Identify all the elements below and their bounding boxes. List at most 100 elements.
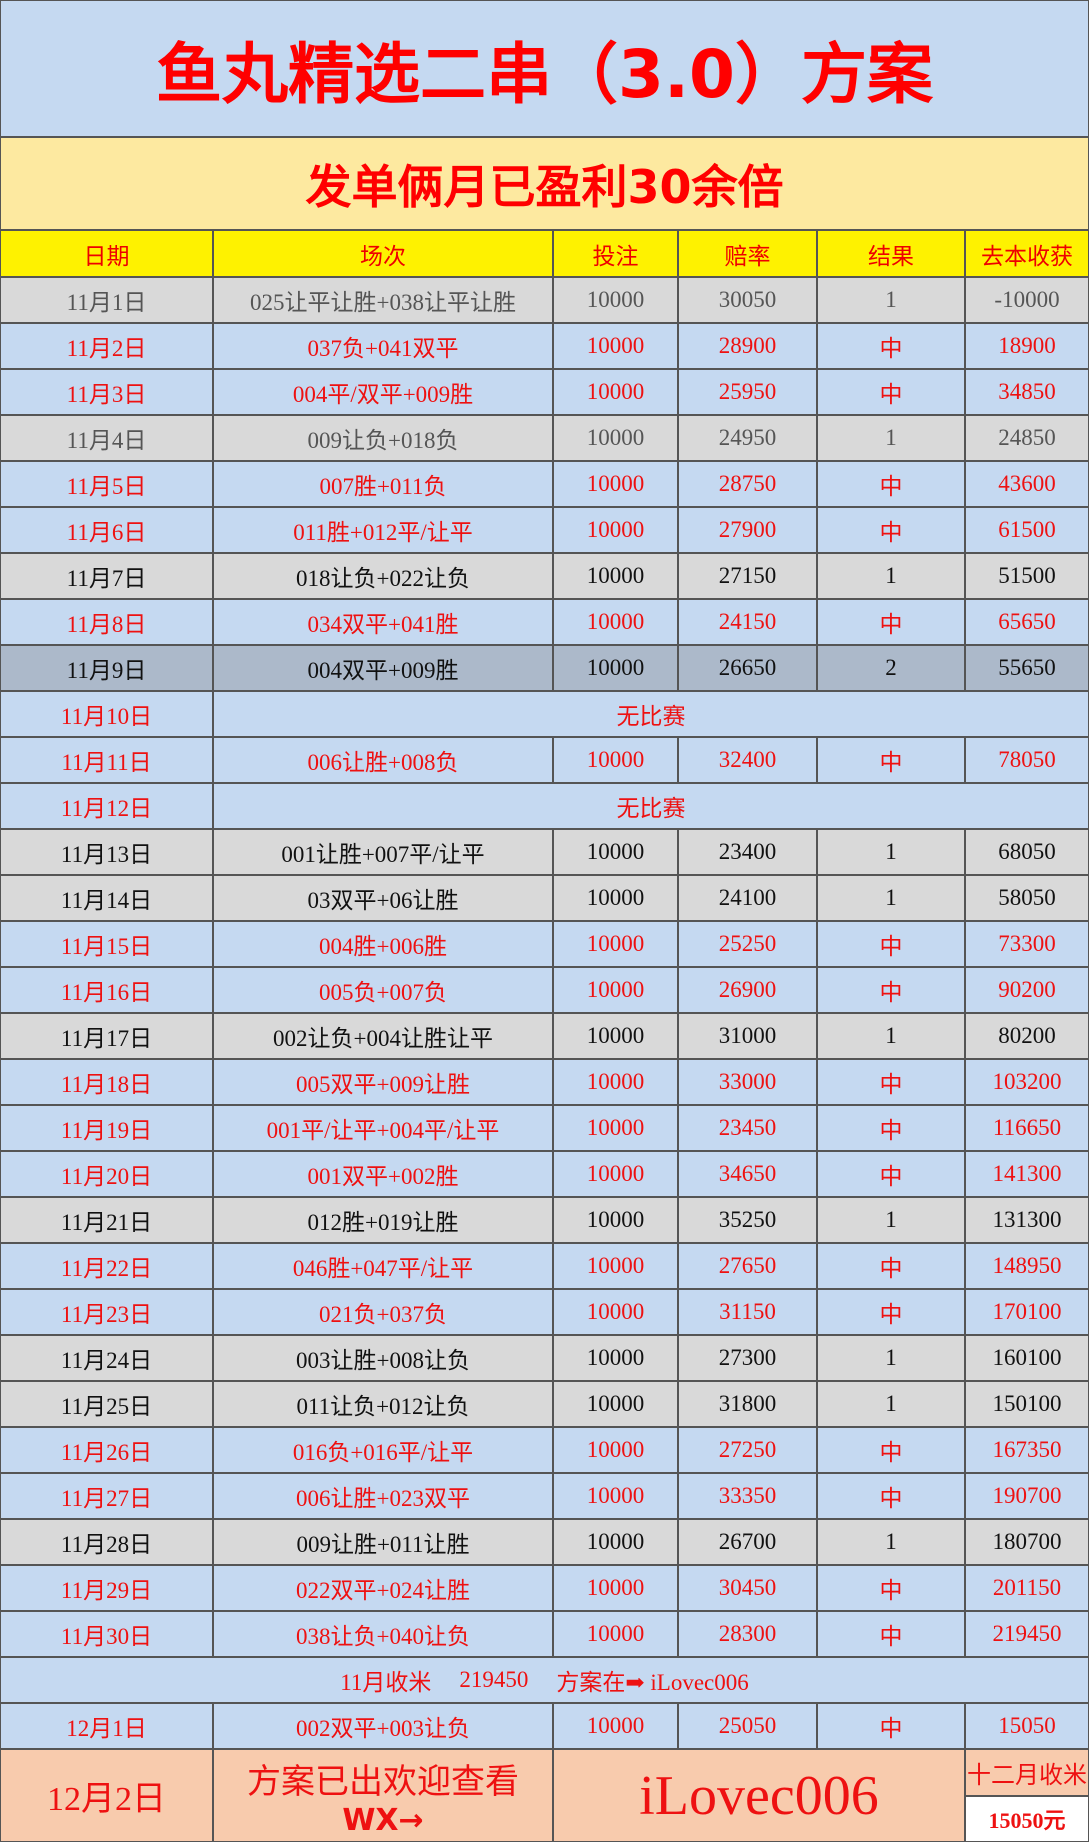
odds-cell: 32400 <box>678 737 817 783</box>
stake-cell: 10000 <box>553 829 678 875</box>
stake-cell: 10000 <box>553 1335 678 1381</box>
profit-cell: 18900 <box>965 323 1089 369</box>
match-cell: 007胜+011负 <box>213 461 553 507</box>
odds-cell: 26650 <box>678 645 817 691</box>
stake-cell: 10000 <box>553 645 678 691</box>
subtitle: 发单俩月已盈利30余倍 <box>0 137 1089 230</box>
stake-cell: 10000 <box>553 1243 678 1289</box>
odds-cell: 28900 <box>678 323 817 369</box>
stake-cell: 10000 <box>553 369 678 415</box>
odds-cell: 27300 <box>678 1335 817 1381</box>
profit-cell: 160100 <box>965 1335 1089 1381</box>
date-cell: 11月29日 <box>0 1565 213 1611</box>
result-cell: 中 <box>817 323 965 369</box>
odds-cell: 26900 <box>678 967 817 1013</box>
profit-cell: 78050 <box>965 737 1089 783</box>
odds-cell: 33000 <box>678 1059 817 1105</box>
match-cell: 038让负+040让负 <box>213 1611 553 1657</box>
match-cell: 005负+007负 <box>213 967 553 1013</box>
date-cell: 11月25日 <box>0 1381 213 1427</box>
match-cell: 003让胜+008让负 <box>213 1335 553 1381</box>
date-cell: 11月27日 <box>0 1473 213 1519</box>
result-cell: 1 <box>817 1197 965 1243</box>
date-cell: 11月7日 <box>0 553 213 599</box>
match-cell: 011让负+012让负 <box>213 1381 553 1427</box>
stake-cell: 10000 <box>553 323 678 369</box>
result-cell: 中 <box>817 1059 965 1105</box>
stake-cell: 10000 <box>553 1427 678 1473</box>
odds-cell: 31000 <box>678 1013 817 1059</box>
stake-cell: 10000 <box>553 415 678 461</box>
odds-cell: 23400 <box>678 829 817 875</box>
odds-cell: 27150 <box>678 553 817 599</box>
date-cell: 11月17日 <box>0 1013 213 1059</box>
profit-cell: 68050 <box>965 829 1089 875</box>
match-cell: 001让胜+007平/让平 <box>213 829 553 875</box>
result-cell: 中 <box>817 599 965 645</box>
odds-cell: 25250 <box>678 921 817 967</box>
date-cell: 11月8日 <box>0 599 213 645</box>
match-cell: 004双平+009胜 <box>213 645 553 691</box>
profit-cell: 80200 <box>965 1013 1089 1059</box>
result-cell: 中 <box>817 737 965 783</box>
match-cell: 001平/让平+004平/让平 <box>213 1105 553 1151</box>
date-cell: 11月6日 <box>0 507 213 553</box>
profit-cell: 219450 <box>965 1611 1089 1657</box>
result-cell: 1 <box>817 415 965 461</box>
result-cell: 中 <box>817 1243 965 1289</box>
stake-cell: 10000 <box>553 875 678 921</box>
result-cell: 中 <box>817 461 965 507</box>
stake-cell: 10000 <box>553 1473 678 1519</box>
no-match-cell: 无比赛 <box>213 691 1089 737</box>
date-cell: 12月1日 <box>0 1703 213 1749</box>
date-cell: 11月1日 <box>0 277 213 323</box>
stake-cell: 10000 <box>553 1381 678 1427</box>
profit-cell: 141300 <box>965 1151 1089 1197</box>
result-cell: 中 <box>817 1151 965 1197</box>
footer-month-label: 十二月收米 <box>965 1749 1089 1796</box>
profit-cell: 58050 <box>965 875 1089 921</box>
odds-cell: 28300 <box>678 1611 817 1657</box>
result-cell: 1 <box>817 277 965 323</box>
result-cell: 1 <box>817 1381 965 1427</box>
stake-cell: 10000 <box>553 553 678 599</box>
match-cell: 03双平+06让胜 <box>213 875 553 921</box>
match-cell: 016负+016平/让平 <box>213 1427 553 1473</box>
profit-cell: 51500 <box>965 553 1089 599</box>
match-cell: 006让胜+008负 <box>213 737 553 783</box>
date-cell: 11月22日 <box>0 1243 213 1289</box>
match-cell: 009让胜+011让胜 <box>213 1519 553 1565</box>
match-cell: 012胜+019让胜 <box>213 1197 553 1243</box>
result-cell: 中 <box>817 1105 965 1151</box>
summary-note: 方案在➡ iLovec006 <box>556 1670 749 1695</box>
stake-cell: 10000 <box>553 1703 678 1749</box>
stake-cell: 10000 <box>553 967 678 1013</box>
profit-cell: 180700 <box>965 1519 1089 1565</box>
odds-cell: 27650 <box>678 1243 817 1289</box>
header-cell: 赔率 <box>678 230 817 277</box>
odds-cell: 35250 <box>678 1197 817 1243</box>
match-cell: 011胜+012平/让平 <box>213 507 553 553</box>
profit-cell: 15050 <box>965 1703 1089 1749</box>
title: 鱼丸精选二串（3.0）方案 <box>0 0 1089 137</box>
profit-cell: 167350 <box>965 1427 1089 1473</box>
odds-cell: 24100 <box>678 875 817 921</box>
date-cell: 11月30日 <box>0 1611 213 1657</box>
date-cell: 11月12日 <box>0 783 213 829</box>
profit-cell: 73300 <box>965 921 1089 967</box>
match-cell: 001双平+002胜 <box>213 1151 553 1197</box>
result-cell: 中 <box>817 1289 965 1335</box>
date-cell: 11月28日 <box>0 1519 213 1565</box>
result-cell: 中 <box>817 1565 965 1611</box>
profit-cell: 201150 <box>965 1565 1089 1611</box>
profit-cell: 34850 <box>965 369 1089 415</box>
date-cell: 11月15日 <box>0 921 213 967</box>
match-cell: 002双平+003让负 <box>213 1703 553 1749</box>
footer-line1: 方案已出欢迎查看 <box>247 1763 519 1801</box>
header-cell: 场次 <box>213 230 553 277</box>
result-cell: 中 <box>817 1427 965 1473</box>
result-cell: 中 <box>817 507 965 553</box>
result-cell: 2 <box>817 645 965 691</box>
match-cell: 046胜+047平/让平 <box>213 1243 553 1289</box>
date-cell: 11月14日 <box>0 875 213 921</box>
